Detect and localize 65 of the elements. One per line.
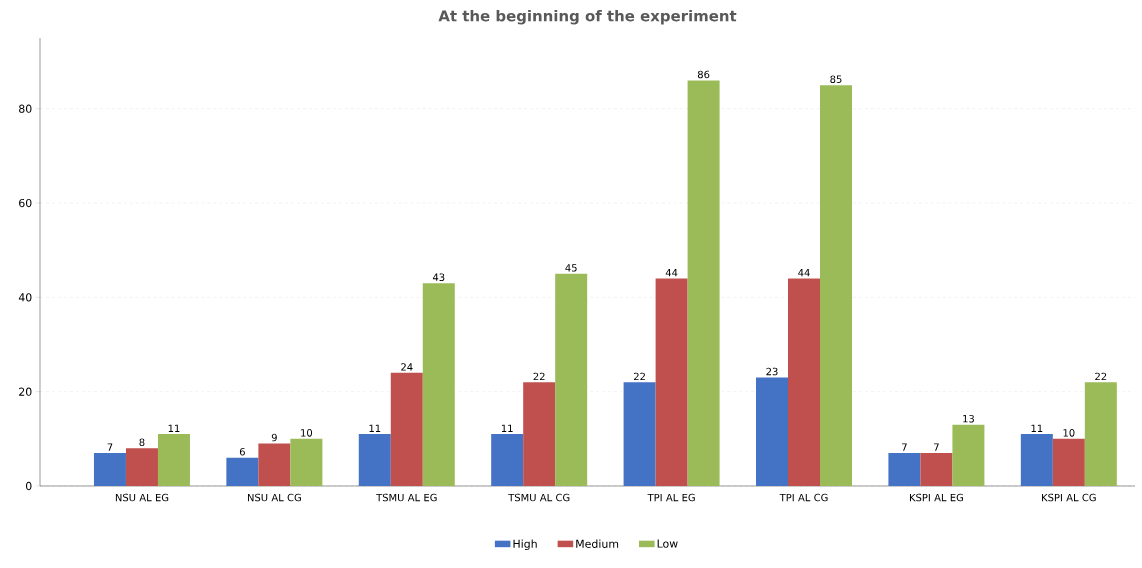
- data-label: 7: [934, 443, 939, 451]
- bar: [258, 443, 291, 486]
- data-label: 7: [107, 443, 113, 451]
- bar: [226, 457, 259, 486]
- x-tick-label: TSMU AL EG: [376, 493, 437, 502]
- data-label: 24: [401, 363, 413, 371]
- bar: [157, 434, 190, 486]
- y-tick-label: 80: [19, 104, 32, 113]
- x-tick-label: TPI AL EG: [647, 493, 695, 502]
- legend-label: High: [513, 539, 537, 551]
- data-label: 9: [271, 433, 277, 442]
- legend-label: Medium: [576, 539, 619, 548]
- bar: [820, 85, 852, 486]
- bar: [1020, 434, 1053, 486]
- data-label: 85: [830, 75, 842, 83]
- data-label: 11: [501, 424, 513, 432]
- bar: [1084, 382, 1117, 486]
- data-label: 11: [168, 424, 180, 432]
- bar: [290, 438, 323, 486]
- data-label: 11: [1031, 424, 1043, 432]
- x-tick-label: NSU AL EG: [115, 493, 169, 502]
- bar: [555, 273, 588, 486]
- bar: [623, 382, 656, 486]
- data-label: 8: [139, 438, 145, 447]
- data-label: 22: [1095, 372, 1107, 381]
- data-label: 23: [766, 367, 778, 376]
- y-tick-label: 40: [18, 293, 32, 302]
- x-tick-label: TSMU AL CG: [508, 493, 570, 502]
- x-tick-label: TPI AL CG: [779, 493, 828, 502]
- y-tick-label: 60: [19, 198, 32, 208]
- data-label: 11: [369, 424, 381, 432]
- data-label: 10: [1063, 429, 1075, 437]
- bar: [655, 278, 688, 486]
- data-label: 44: [665, 269, 678, 277]
- data-label: 43: [432, 273, 445, 282]
- bar: [1052, 438, 1085, 486]
- data-label: 10: [301, 429, 313, 437]
- bar: [888, 452, 921, 486]
- data-label: 13: [963, 414, 974, 423]
- bar: [93, 452, 126, 486]
- bar: [491, 434, 524, 486]
- data-label: 22: [533, 372, 545, 381]
- bar: [920, 452, 953, 486]
- bar: [756, 377, 788, 486]
- bar: [523, 382, 556, 486]
- legend-label: Low: [657, 539, 678, 548]
- data-label: 44: [798, 269, 810, 277]
- bar: [390, 372, 423, 486]
- x-tick-label: KSPI AL EG: [909, 493, 964, 502]
- bar: [687, 80, 720, 486]
- bar: [125, 448, 158, 486]
- bar: [358, 434, 391, 486]
- x-tick-label: NSU AL CG: [247, 493, 301, 502]
- y-tick-label: 0: [25, 481, 32, 491]
- data-label: 86: [697, 70, 710, 79]
- bar: [952, 424, 985, 486]
- data-label: 22: [633, 372, 645, 381]
- data-label: 45: [565, 264, 577, 272]
- bar: [422, 283, 455, 486]
- data-label: 7: [902, 443, 907, 451]
- data-label: 6: [239, 447, 245, 456]
- x-tick-label: KSPI AL CG: [1042, 493, 1096, 502]
- chart-title: At the beginning of the experiment: [438, 9, 737, 25]
- bar: [788, 278, 820, 486]
- y-tick-label: 20: [19, 387, 32, 396]
